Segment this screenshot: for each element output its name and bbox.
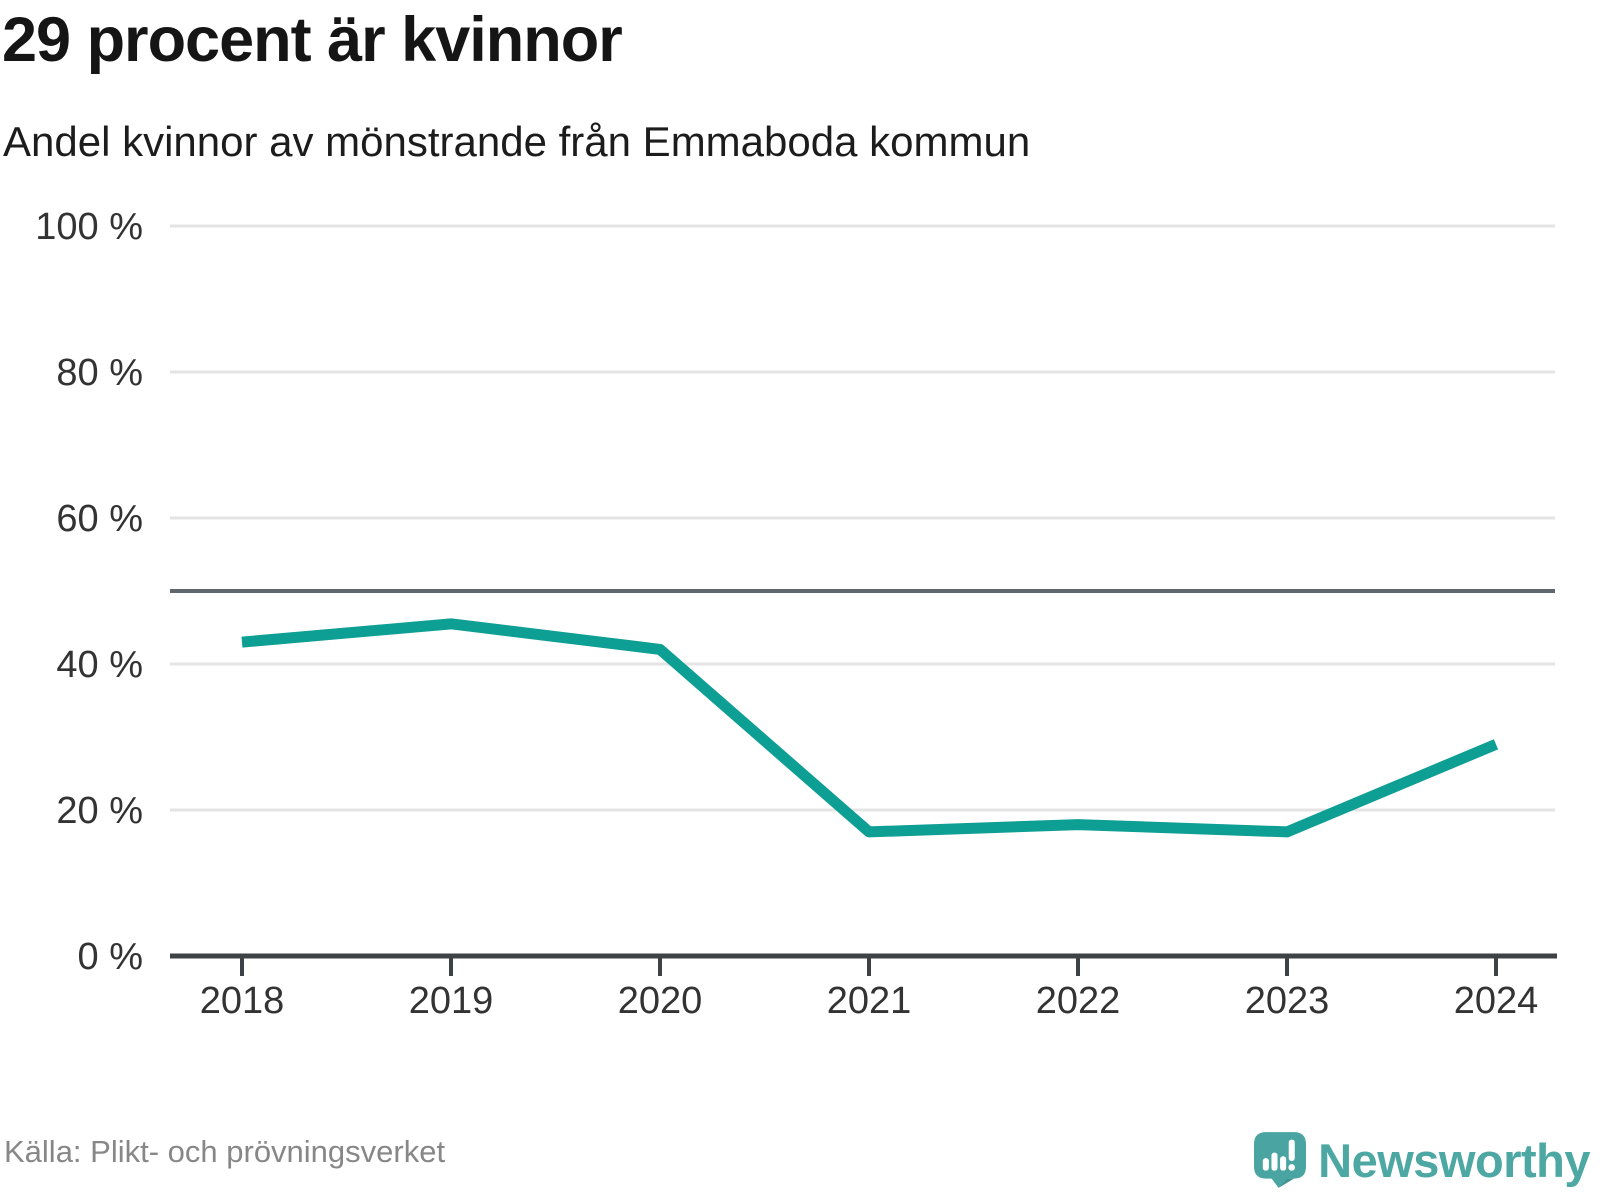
y-tick-label-40: 40 % <box>56 644 143 686</box>
chart-title: 29 procent är kvinnor <box>2 5 623 75</box>
chart-subtitle: Andel kvinnor av mönstrande från Emmabod… <box>3 118 1031 165</box>
newsworthy-wordmark: Newsworthy <box>1318 1133 1590 1187</box>
newsworthy-logo-icon <box>1254 1132 1307 1188</box>
y-tick-label-20: 20 % <box>56 790 143 832</box>
y-tick-label-80: 80 % <box>56 352 143 394</box>
x-tick-label-2020: 2020 <box>618 980 703 1022</box>
x-tick-label-2018: 2018 <box>200 980 285 1022</box>
y-tick-label-0: 0 % <box>78 936 143 978</box>
y-tick-label-100: 100 % <box>35 206 143 248</box>
x-tick-label-2021: 2021 <box>827 980 912 1022</box>
x-tick-label-2024: 2024 <box>1454 980 1539 1022</box>
data-line-andel-kvinnor-av-mönstrande <box>241 618 1499 838</box>
x-tick-label-2023: 2023 <box>1245 980 1330 1022</box>
x-tick-label-2022: 2022 <box>1036 980 1121 1022</box>
x-tick-label-2019: 2019 <box>409 980 494 1022</box>
y-tick-label-60: 60 % <box>56 498 143 540</box>
source-note: Källa: Plikt- och prövningsverket <box>4 1134 446 1169</box>
newsworthy-brand: Newsworthy <box>1254 1132 1590 1188</box>
